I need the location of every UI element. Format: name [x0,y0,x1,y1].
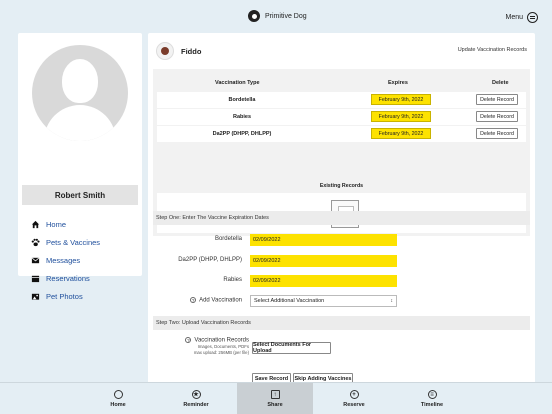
vaccine-name: Bordetella [228,97,256,103]
message-icon [31,256,40,265]
rabies-date-input[interactable] [250,275,397,287]
column-header-delete: Delete [492,80,509,86]
home-circle-icon [113,390,123,399]
upload-hint-size: max upload: 256MB (per file) [193,349,249,355]
upload-label: ? Vaccination Records [148,337,249,344]
existing-records-label: Existing Records [319,183,364,189]
sidebar-item-reservations[interactable]: Reservations [31,269,100,287]
avatar-head-shape [62,59,98,103]
save-record-button[interactable]: Save Record [252,373,291,384]
upload-label-group: ? Vaccination Records Images, Documents, … [148,337,249,356]
sidebar-item-label: Pets & Vaccines [46,237,101,247]
main-panel: Fiddo Update Vaccination Records Vaccina… [148,33,535,384]
reminder-icon: ★ [191,390,201,399]
step-two-text: Upload Vaccination Records [181,320,251,326]
sidebar-item-pet-photos[interactable]: Pet Photos [31,287,100,305]
timeline-icon: ≡ [427,390,437,399]
tab-share[interactable]: ↑ Share [237,383,313,414]
sidebar-item-messages[interactable]: Messages [31,251,100,269]
sidebar: Robert Smith Home Pets & Vaccines Messag… [18,33,142,301]
sidebar-item-pets-vaccines[interactable]: Pets & Vaccines [31,233,100,251]
tab-label: Reserve [343,402,365,408]
upload-hint-types: Images, Documents, PDFs [197,343,249,349]
brand-logo-icon [248,10,260,22]
da2pp-date-input[interactable] [250,255,397,267]
brand[interactable]: Primitive Dog [248,10,307,22]
user-name: Robert Smith [22,185,138,205]
sidebar-item-label: Pet Photos [46,291,83,301]
tab-reminder[interactable]: ★ Reminder [158,383,234,414]
home-icon [31,220,40,229]
column-header-expires: Expires [388,80,408,86]
pet-name: Fiddo [181,47,202,56]
sidebar-item-home[interactable]: Home [31,215,100,233]
help-icon[interactable]: ? [185,337,192,343]
sidebar-item-label: Home [46,219,67,229]
sidebar-item-label: Messages [46,255,81,265]
step-one-text: Enter The Vaccine Expiration Dates [182,215,269,221]
step-one-header: Step One: Enter The Vaccine Expiration D… [153,211,530,225]
vaccine-name: Da2PP (DHPP, DHLPP) [212,131,272,137]
expiry-badge: February 9th, 2022 [371,111,431,122]
table-row: Da2PP (DHPP, DHLPP) February 9th, 2022 D… [157,126,526,142]
expiry-badge: February 9th, 2022 [371,128,431,139]
expiry-badge: February 9th, 2022 [371,94,431,105]
tab-reserve[interactable]: + Reserve [316,383,392,414]
select-documents-button[interactable]: Select Documents For Upload [252,342,331,354]
form-row-da2pp: Da2PP (DHPP, DHLPP) [148,255,535,269]
add-vaccination-label: Add Vaccination [199,297,242,304]
tab-home[interactable]: Home [80,383,156,414]
delete-record-button[interactable]: Delete Record [476,94,518,105]
chevron-updown-icon: ↕ [390,298,394,304]
calendar-icon [31,274,40,283]
menu-button[interactable]: Menu [505,12,538,23]
paw-icon [31,238,40,247]
tab-label: Share [267,402,283,408]
step-two-label: Step Two: [156,320,181,326]
form-row-bordetella: Bordetella [148,234,535,248]
add-vaccination-select[interactable]: Select Additional Vaccination ↕ [250,295,397,307]
step-two-header: Step Two: Upload Vaccination Records [153,316,530,330]
top-header: Primitive Dog Menu [0,0,552,33]
table-row: Rabies February 9th, 2022 Delete Record [157,109,526,125]
pet-avatar [156,42,174,60]
brand-name: Primitive Dog [265,12,307,20]
share-icon: ↑ [270,390,280,399]
menu-icon [527,12,538,23]
skip-adding-vaccines-button[interactable]: Skip Adding Vaccines [293,373,353,384]
sidebar-nav: Home Pets & Vaccines Messages Reservatio… [31,215,100,305]
vaccine-name: Rabies [232,114,252,120]
delete-record-button[interactable]: Delete Record [476,111,518,122]
field-label: Bordetella [214,236,242,242]
bordetella-date-input[interactable] [250,234,397,246]
sidebar-item-label: Reservations [46,273,90,283]
form-row-rabies: Rabies [148,275,535,289]
tab-label: Home [110,402,126,408]
menu-label: Menu [505,14,523,21]
page-title: Update Vaccination Records [457,47,527,53]
form-row-add-vaccination: ? Add Vaccination Select Additional Vacci… [148,295,535,309]
pet-header: Fiddo Update Vaccination Records [148,33,535,65]
field-label: ? Add Vaccination [190,297,242,304]
upload-label-text: Vaccination Records [194,337,249,344]
delete-record-button[interactable]: Delete Record [476,128,518,139]
avatar-body-shape [44,105,116,141]
plus-circle-icon: + [349,390,359,399]
step-one-label: Step One: [156,215,181,221]
help-icon[interactable]: ? [190,297,197,303]
select-value: Select Additional Vaccination [254,298,325,304]
photo-icon [31,292,40,301]
field-label: Rabies [223,277,242,283]
avatar [32,45,128,141]
bottom-tab-bar: Home ★ Reminder ↑ Share + Reserve ≡ Time… [0,382,552,414]
column-header-type: Vaccination Type [215,80,260,86]
tab-timeline[interactable]: ≡ Timeline [394,383,470,414]
field-label: Da2PP (DHPP, DHLPP) [178,257,242,263]
tab-label: Timeline [420,402,444,408]
table-row: Bordetella February 9th, 2022 Delete Rec… [157,92,526,108]
tab-label: Reminder [183,402,209,408]
